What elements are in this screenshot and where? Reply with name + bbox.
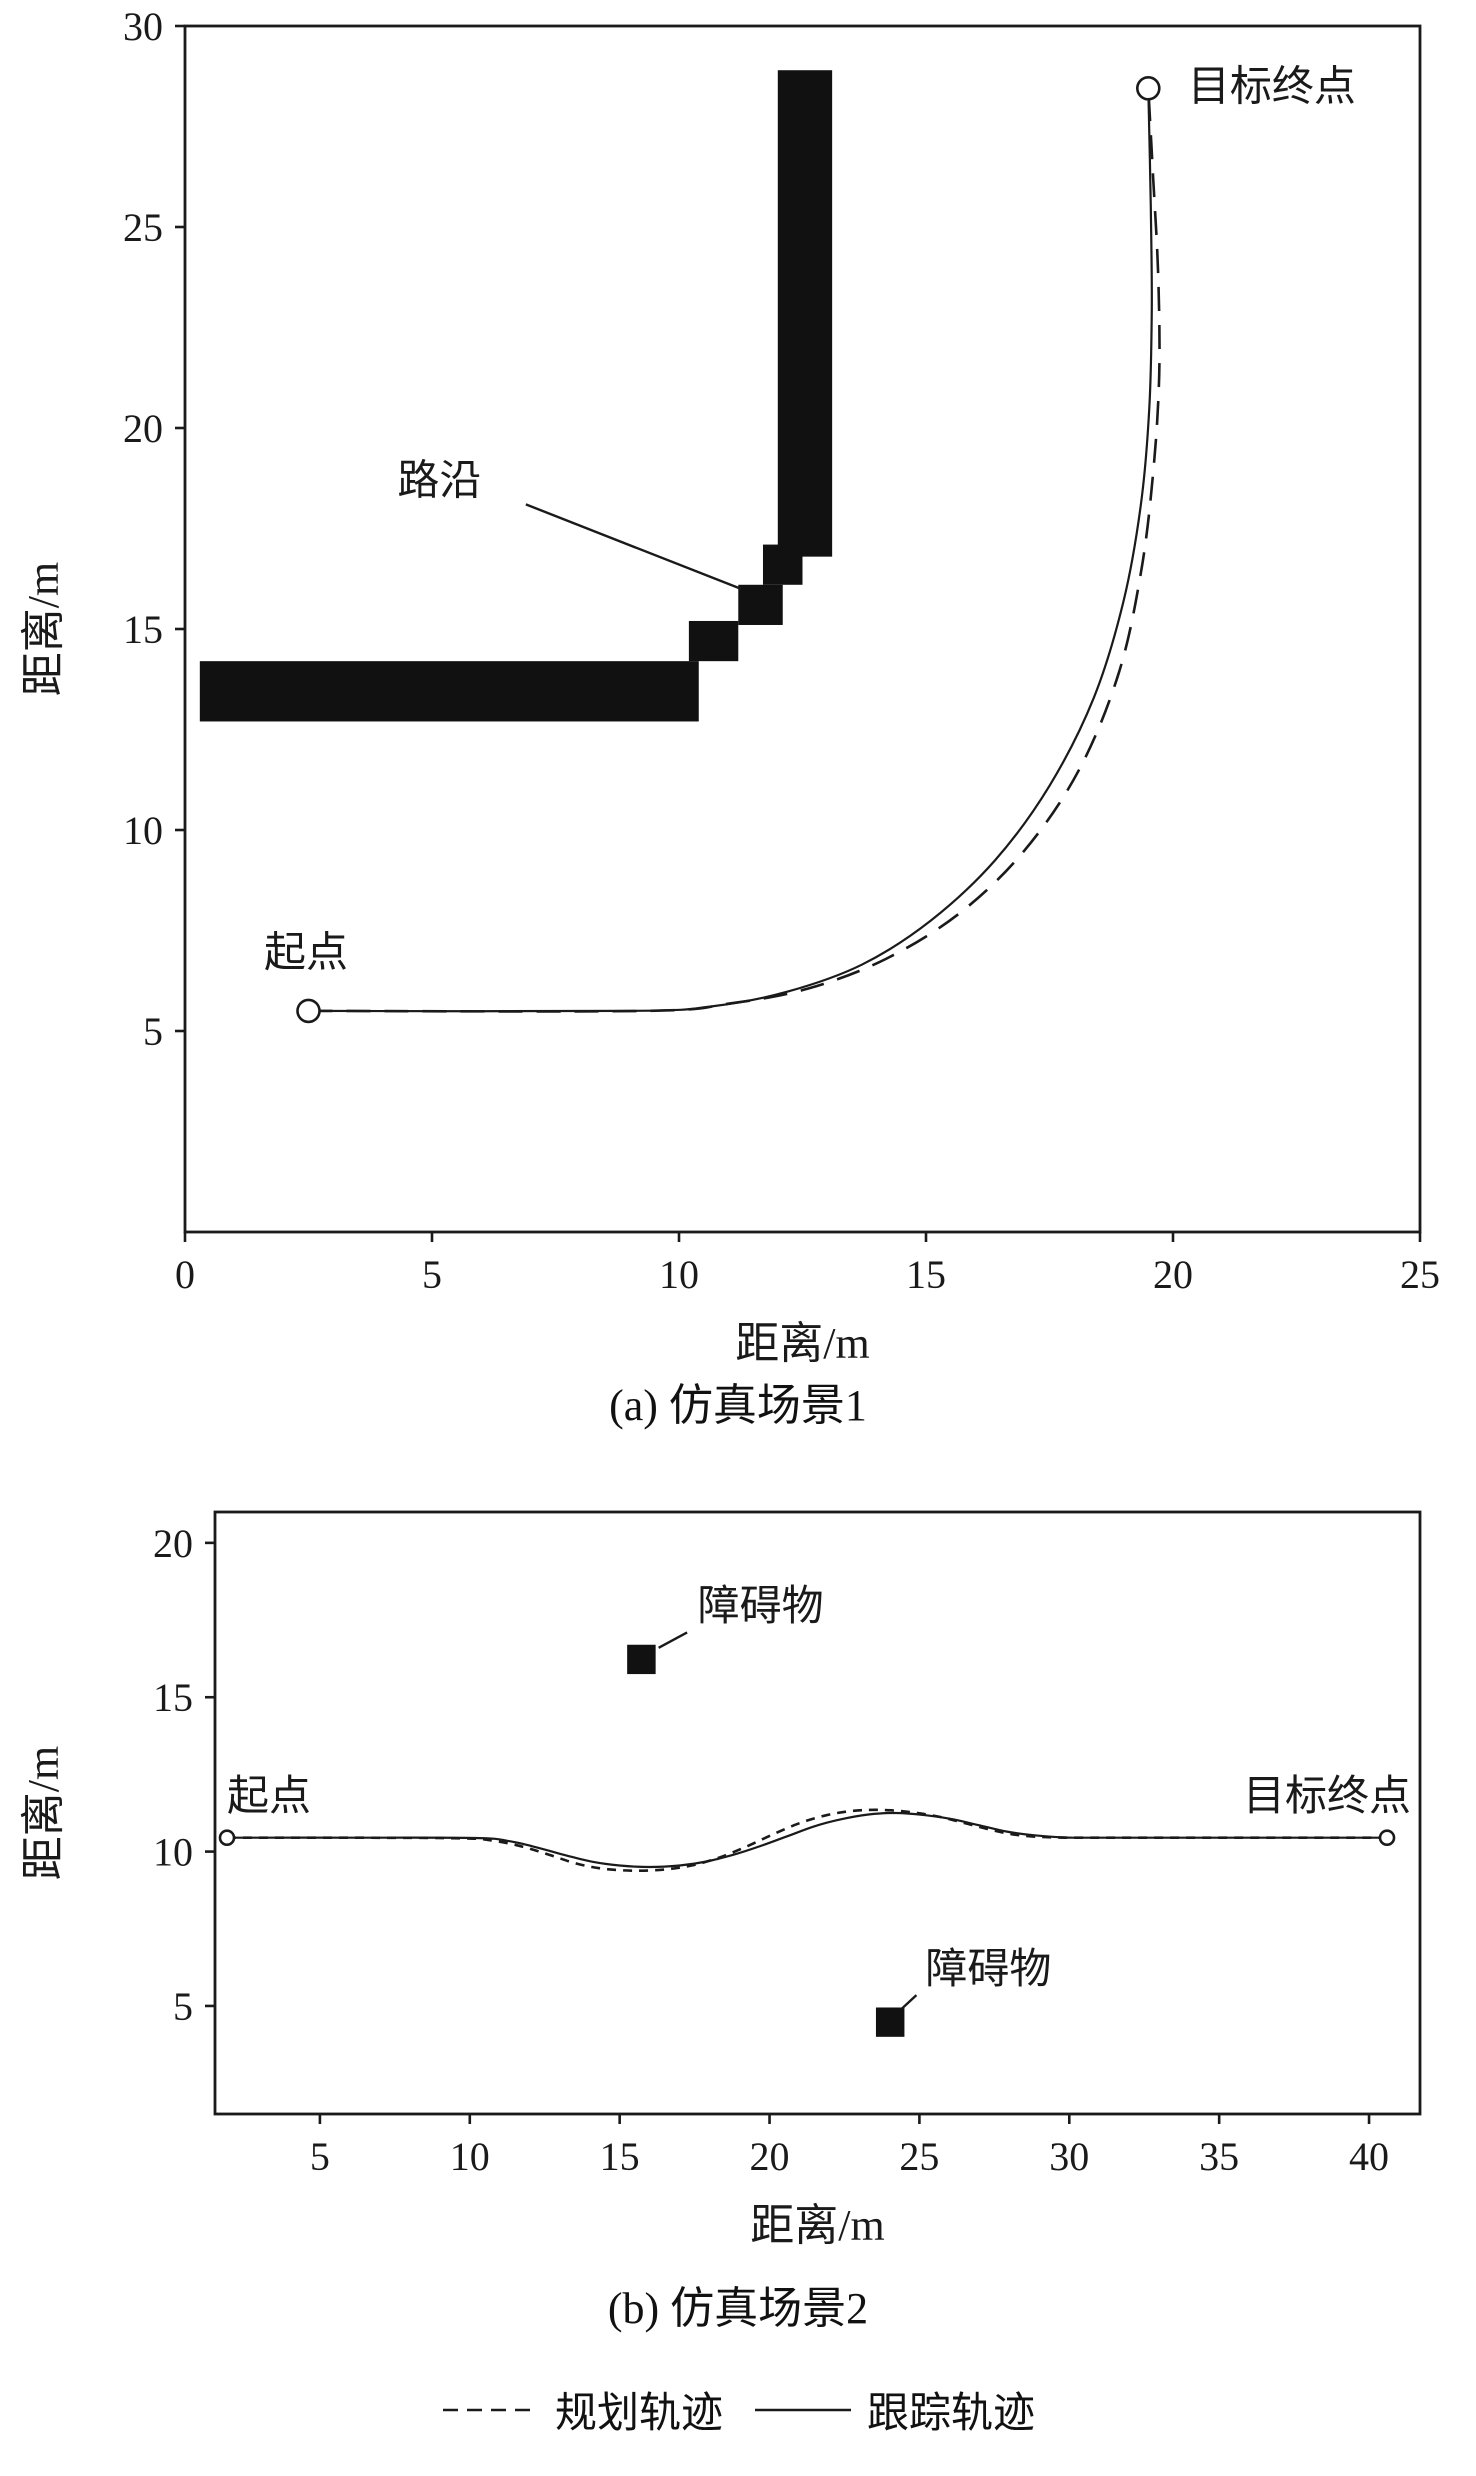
chart-b-caption: (b) 仿真场景2	[607, 2284, 869, 2333]
curb-step-2-block	[738, 584, 783, 625]
obstacle-upper-label-text: 障碍物	[698, 1584, 824, 1630]
legend-item-tracking: 跟踪轨迹	[753, 2379, 1035, 2440]
x-axis-label: 距离/m	[735, 1319, 869, 1368]
y-tick-label: 10	[123, 808, 163, 853]
legend-label-planned: 规划轨迹	[554, 2391, 723, 2437]
solid-line-sample	[755, 2408, 851, 2411]
curb-label-text: 路沿	[397, 458, 481, 504]
chart-a-caption: (a) 仿真场景1	[609, 1381, 867, 1430]
x-tick-label: 35	[1199, 2134, 1239, 2179]
y-tick-label: 5	[173, 1984, 193, 2029]
start-point-marker	[218, 1829, 236, 1846]
x-tick-label: 15	[906, 1252, 946, 1297]
obstacle-upper-label-leader	[658, 1631, 688, 1649]
goal-label-text: 目标终点	[1188, 64, 1356, 110]
x-tick-label: 25	[1400, 1252, 1440, 1297]
planned-trajectory-line	[308, 88, 1161, 1013]
obstacle-upper-block	[627, 1644, 656, 1675]
chart-b-figure: 5 10 15 20 25 30 35 40 5 10 15 20 距离/m 距离/m 起点 目标终点 障碍物障…	[0, 1492, 1476, 2335]
x-tick-label: 20	[1153, 1252, 1193, 1297]
curb-vertical-bar-block	[777, 70, 833, 557]
x-tick-label: 5	[422, 1252, 442, 1297]
curb-horizontal-bar-block	[199, 661, 699, 722]
y-axis-label: 距离/m	[19, 562, 68, 696]
curb-step-1-block	[688, 620, 739, 662]
x-axis-label: 距离/m	[750, 2201, 884, 2250]
x-tick-label: 5	[310, 2134, 330, 2179]
start-point-marker	[296, 998, 321, 1024]
y-tick-label: 20	[153, 1521, 193, 1566]
legend-label-tracking: 跟踪轨迹	[867, 2391, 1036, 2437]
x-tick-label: 20	[750, 2134, 790, 2179]
goal-point-marker	[1136, 76, 1161, 101]
start-label-text: 起点	[264, 931, 348, 977]
y-tick-label: 15	[153, 1675, 193, 1720]
y-tick-label: 15	[123, 607, 163, 652]
x-tick-label: 30	[1049, 2134, 1089, 2179]
y-tick-label: 5	[143, 1009, 163, 1054]
obstacle-lower-label-text: 障碍物	[925, 1947, 1051, 1993]
y-tick-label: 20	[123, 406, 163, 451]
tracking-trajectory-line	[308, 88, 1153, 1013]
obstacle-lower-block	[875, 2007, 905, 2037]
tracking-trajectory-line	[226, 1811, 1387, 1869]
x-tick-label: 15	[600, 2134, 640, 2179]
curb-label-leader	[525, 503, 742, 590]
plot-frame	[213, 1510, 1422, 2116]
chart-a-figure: 0 5 10 15 20 25 5 10 15 20 25 30 距离/m 距离/m 起点 目标终点路沿 (a…	[0, 4, 1476, 1432]
obstacle-lower-label-leader	[900, 1994, 918, 2010]
y-axis-label: 距离/m	[19, 1746, 68, 1880]
legend-item-planned: 规划轨迹	[441, 2379, 723, 2440]
y-tick-label: 10	[153, 1830, 193, 1875]
planned-trajectory-line	[226, 1808, 1387, 1873]
y-tick-label: 30	[123, 4, 163, 49]
dashed-line-sample	[442, 2408, 539, 2411]
goal-label-text: 目标终点	[1243, 1774, 1411, 1820]
trajectory-legend: 规划轨迹 跟踪轨迹	[0, 2379, 1476, 2440]
y-tick-label: 25	[123, 205, 163, 250]
x-tick-label: 10	[659, 1252, 699, 1297]
x-tick-label: 25	[899, 2134, 939, 2179]
goal-point-marker	[1378, 1829, 1396, 1846]
x-tick-label: 10	[450, 2134, 490, 2179]
start-label-text: 起点	[227, 1774, 311, 1820]
x-tick-label: 0	[175, 1252, 195, 1297]
x-tick-label: 40	[1349, 2134, 1389, 2179]
